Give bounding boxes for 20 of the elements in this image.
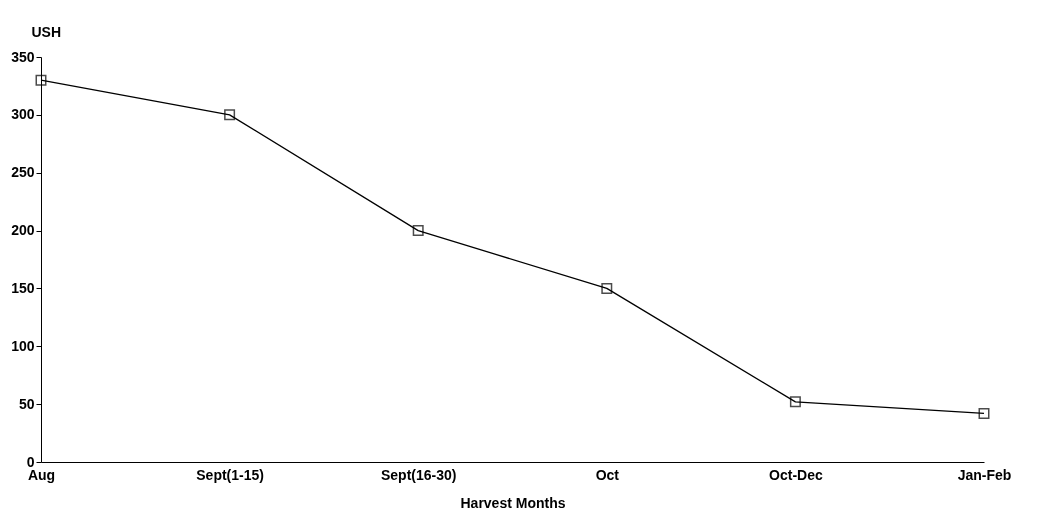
x-axis-title: Harvest Months [460,494,566,511]
y-tick-label: 100 [11,337,35,354]
x-tick-label: Oct [595,466,620,483]
point [789,396,801,408]
point [35,74,47,86]
y-tick-label: 300 [11,106,35,123]
point [412,225,424,237]
y-tick-label: 200 [11,222,35,239]
x-tick-label: Jan-Feb [957,466,1012,483]
y-tick-label: 50 [18,395,35,412]
x-tick-label: Oct-Dec [769,466,823,483]
x-tick-label: Sept(1-15) [196,466,264,483]
y-tick-label: 350 [11,48,35,65]
y-axis-title: USH [31,23,62,40]
point [601,282,613,294]
point [978,407,990,419]
x-tick-label: Sept(16-30) [380,466,457,483]
y-tick-label: 150 [11,279,35,296]
point [224,109,236,121]
y-tick-label: 250 [11,164,35,181]
